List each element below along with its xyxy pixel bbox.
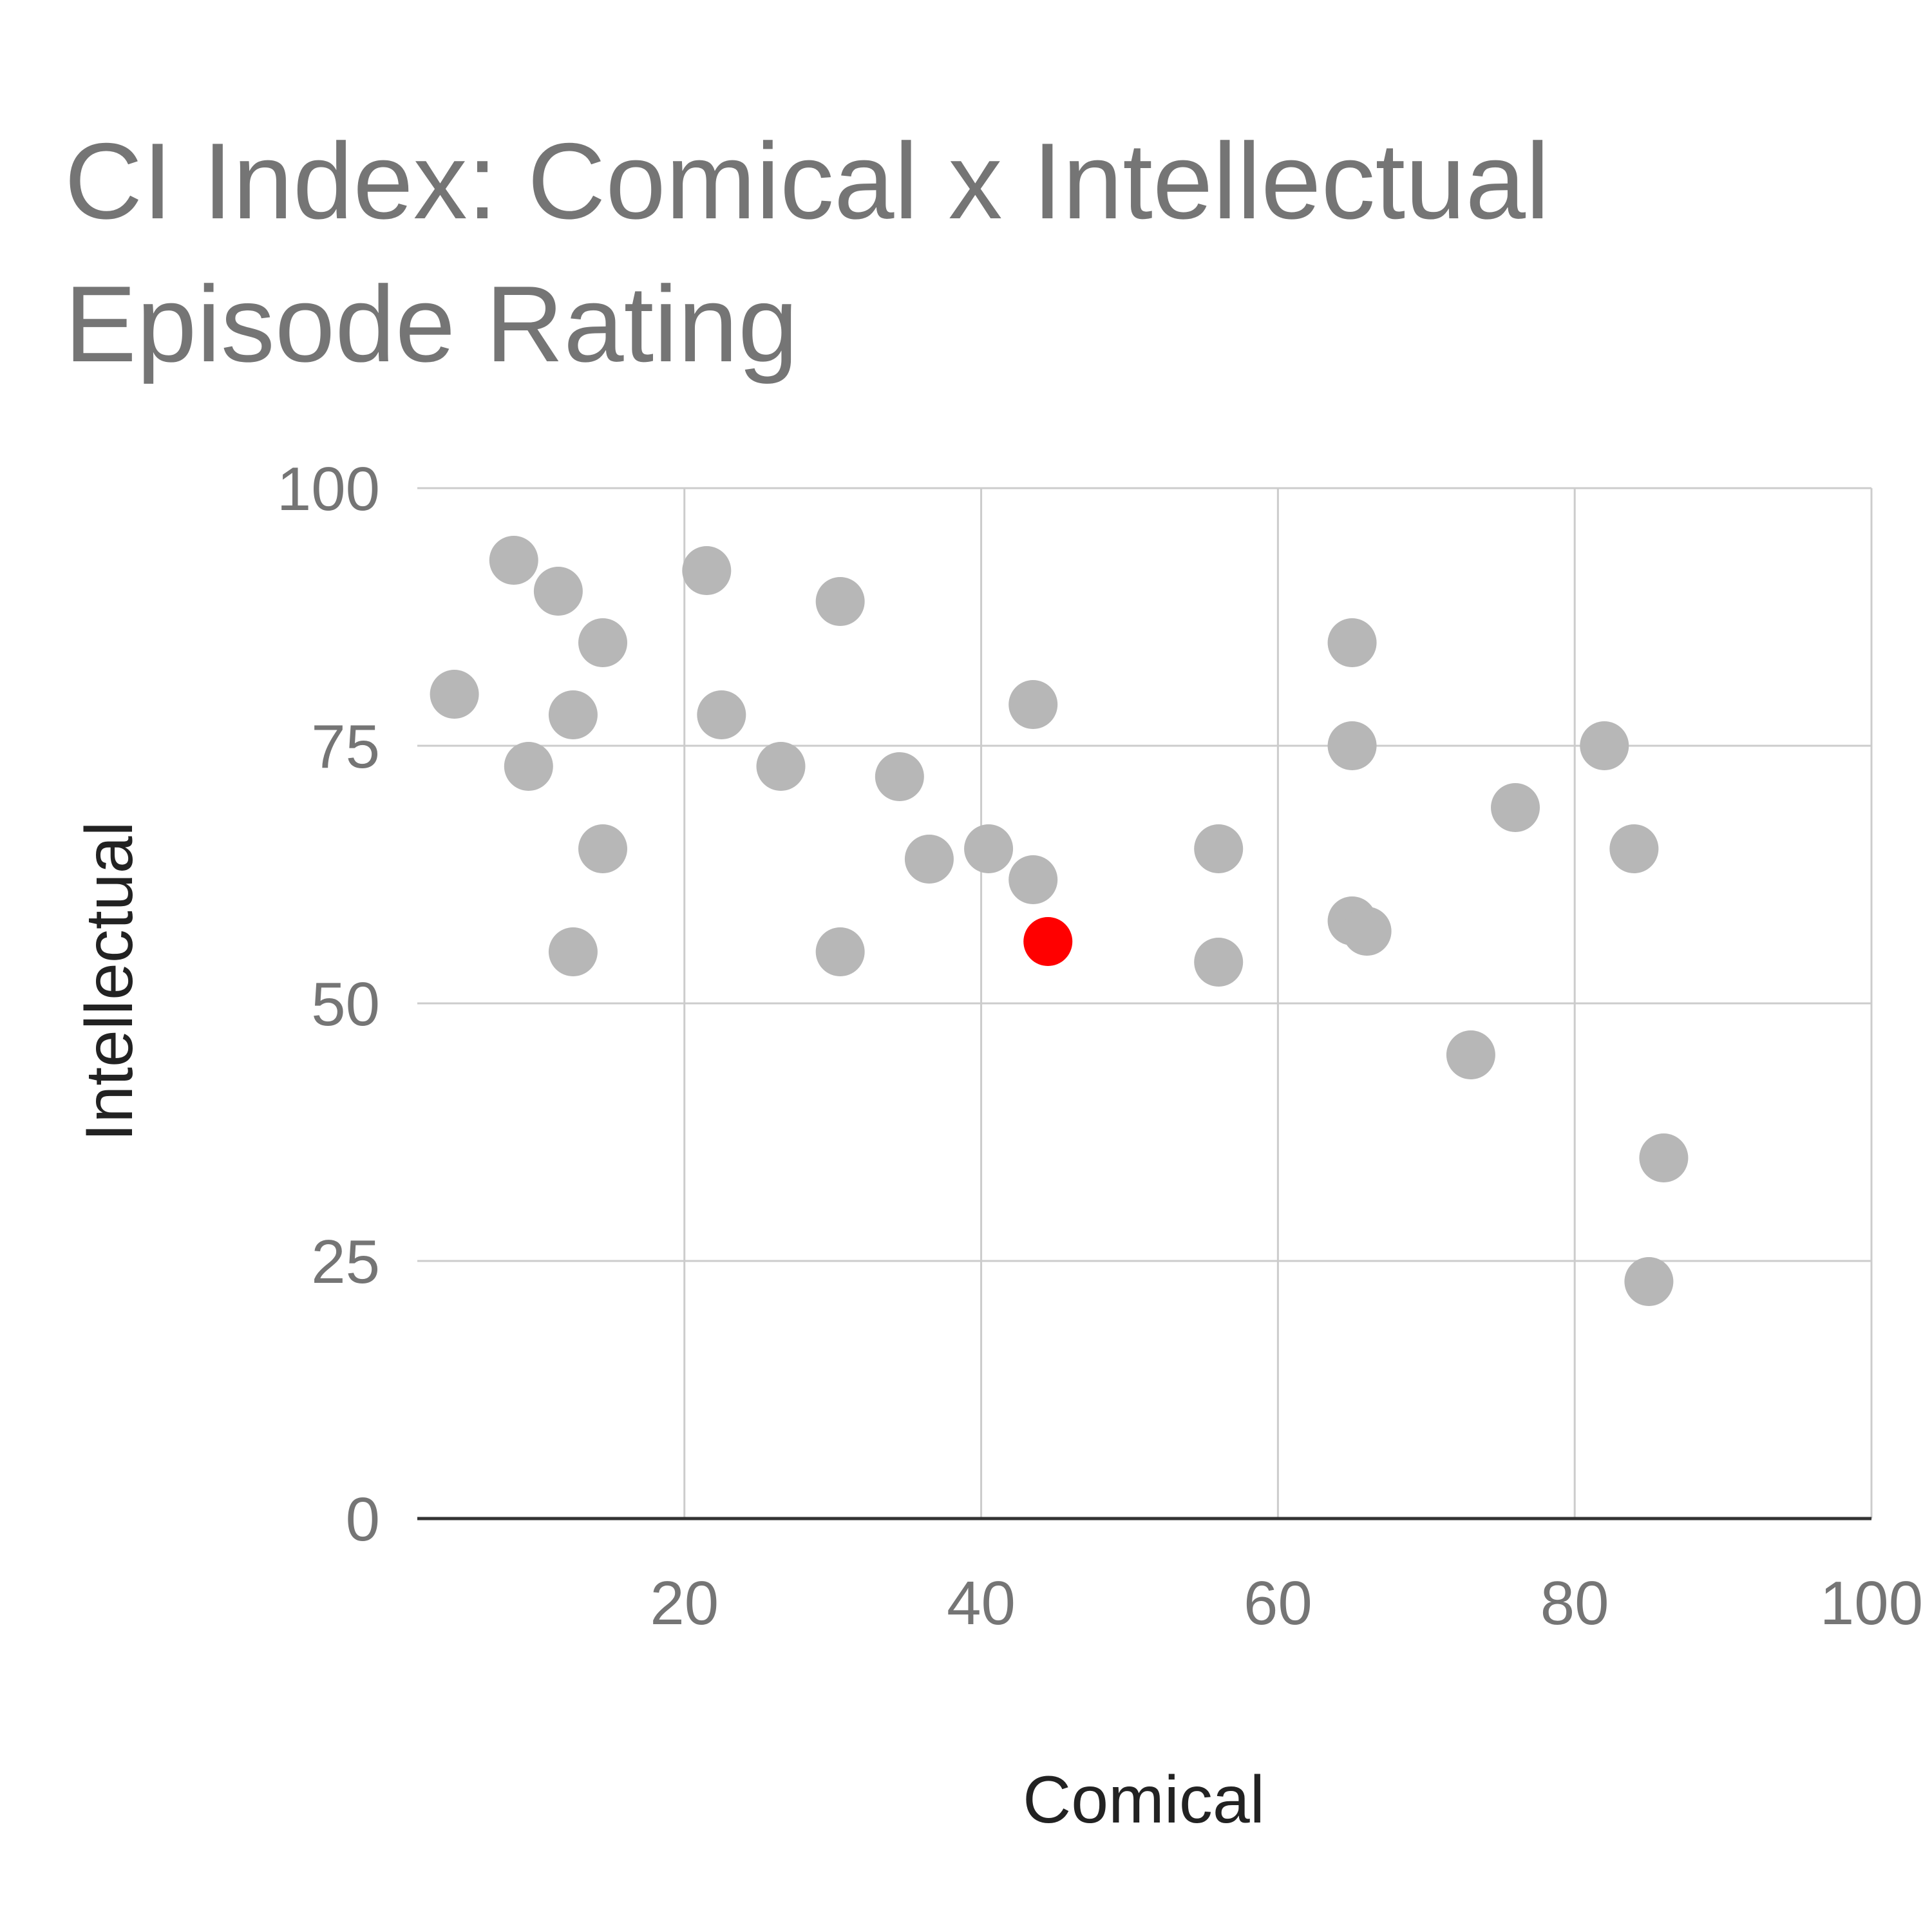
- scatter-point: [875, 752, 924, 801]
- scatter-point: [964, 824, 1014, 873]
- scatter-point: [548, 927, 598, 976]
- chart-title-line-1: CI Index: Comical x Intellectual: [64, 120, 1550, 242]
- x-axis-ticks: 20 40 60 80 100: [650, 1569, 1923, 1638]
- scatter-point: [815, 577, 865, 626]
- scatter-point: [682, 546, 732, 595]
- highlighted-point: [1023, 917, 1073, 966]
- y-axis-ticks: 0 25 50 75 100: [277, 455, 380, 1554]
- data-points: [430, 536, 1689, 1306]
- scatter-point: [1446, 1030, 1495, 1079]
- gridlines: [417, 487, 1873, 1520]
- scatter-point: [1491, 783, 1540, 832]
- scatter-point: [578, 618, 628, 667]
- scatter-point: [1327, 721, 1377, 770]
- scatter-point: [1327, 618, 1377, 667]
- scatter-point: [430, 670, 479, 719]
- scatter-point: [1194, 824, 1244, 873]
- scatter-point: [815, 927, 865, 976]
- scatter-point: [756, 742, 806, 791]
- y-tick-label: 75: [311, 712, 380, 781]
- scatter-point: [904, 835, 954, 884]
- scatter-point: [1194, 938, 1244, 987]
- chart-title: CI Index: Comical x Intellectual Episode…: [64, 109, 1803, 395]
- scatter-point: [504, 742, 553, 791]
- scatter-point: [697, 690, 746, 739]
- x-tick-label: 60: [1244, 1569, 1312, 1638]
- scatter-point: [1639, 1133, 1689, 1182]
- scatter-point: [1624, 1257, 1674, 1306]
- y-tick-label: 0: [346, 1485, 380, 1554]
- scatter-point: [1342, 907, 1392, 956]
- chart-title-line-2: Episode Rating: [64, 263, 799, 384]
- y-tick-label: 25: [311, 1227, 380, 1296]
- x-tick-label: 40: [947, 1569, 1016, 1638]
- y-tick-label: 100: [277, 455, 380, 524]
- scatter-point: [1009, 855, 1058, 904]
- scatter-point: [489, 536, 538, 585]
- y-axis-title: Intellectual: [72, 821, 147, 1141]
- scatter-point: [1580, 721, 1629, 770]
- x-tick-label: 100: [1820, 1569, 1923, 1638]
- y-tick-label: 50: [311, 970, 380, 1039]
- scatter-point: [548, 690, 598, 739]
- x-axis-title: Comical: [1023, 1763, 1265, 1837]
- scatter-point: [578, 824, 628, 873]
- scatter-point: [1009, 680, 1058, 729]
- scatter-point: [1609, 824, 1659, 873]
- x-tick-label: 80: [1540, 1569, 1609, 1638]
- scatter-point: [533, 567, 583, 616]
- x-tick-label: 20: [650, 1569, 719, 1638]
